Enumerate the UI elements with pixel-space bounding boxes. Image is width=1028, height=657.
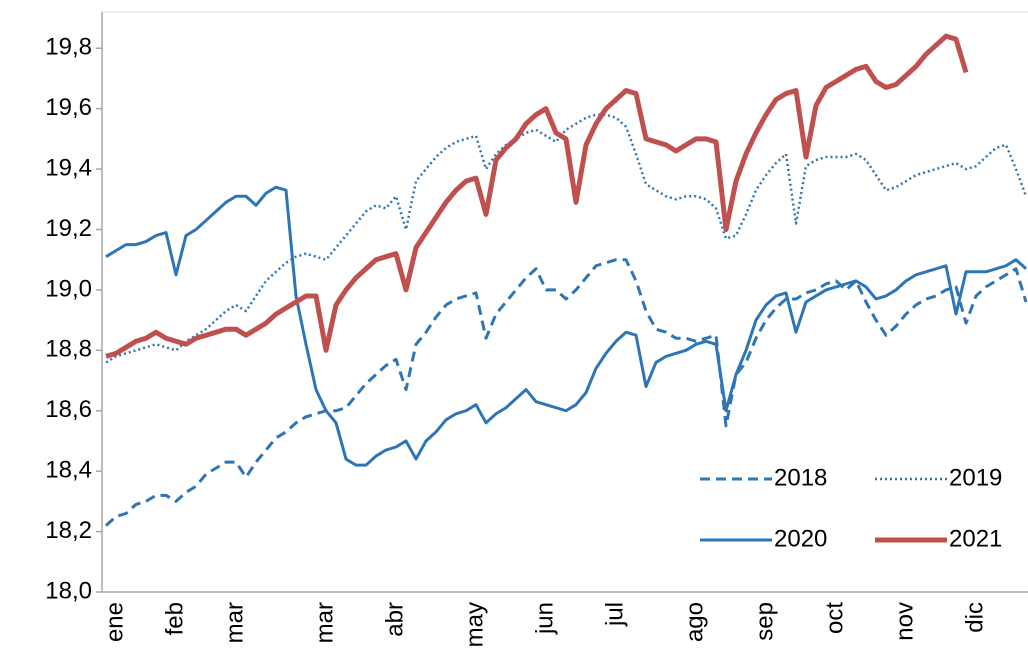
y-tick-label: 19,6 [45, 94, 92, 121]
x-tick-label: mar [221, 602, 248, 643]
series-line [105, 185, 1028, 467]
x-tick-label: abr [381, 602, 408, 637]
y-tick-label: 18,4 [45, 457, 92, 484]
x-tick-label: ene [101, 602, 128, 642]
x-tick-label: ago [681, 602, 708, 642]
x-tick-label: dic [961, 602, 988, 633]
x-tick-label: feb [161, 602, 188, 635]
x-tick-label: may [461, 602, 488, 647]
x-tick-label: nov [891, 602, 918, 641]
x-tick-label: sep [751, 602, 778, 641]
x-tick-label: oct [821, 602, 848, 634]
y-tick-label: 19,0 [45, 275, 92, 302]
legend-label: 2021 [949, 525, 1002, 552]
y-tick-label: 18,2 [45, 517, 92, 544]
x-tick-label: jun [531, 602, 558, 635]
legend-label: 2020 [774, 525, 827, 552]
y-tick-label: 19,2 [45, 215, 92, 242]
y-tick-label: 18,6 [45, 396, 92, 423]
series-line [105, 33, 969, 359]
y-tick-label: 18,8 [45, 336, 92, 363]
legend-label: 2018 [774, 464, 827, 491]
series-line [105, 113, 1028, 364]
y-tick-label: 19,8 [45, 34, 92, 61]
y-tick-label: 19,4 [45, 154, 92, 181]
legend-label: 2019 [949, 464, 1002, 491]
x-tick-label: mar [311, 602, 338, 643]
series-line [104, 258, 1028, 527]
x-tick-label: jul [601, 602, 628, 627]
y-tick-label: 18,0 [45, 577, 92, 604]
